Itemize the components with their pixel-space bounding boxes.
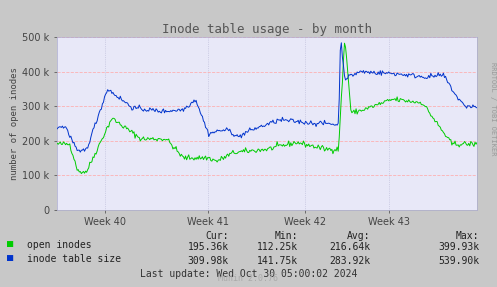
Text: Munin 2.0.76: Munin 2.0.76 — [219, 274, 278, 283]
Text: Avg:: Avg: — [347, 231, 370, 241]
Text: 195.36k: 195.36k — [187, 242, 229, 252]
Text: open inodes: open inodes — [27, 240, 92, 250]
Y-axis label: number of open inodes: number of open inodes — [10, 67, 19, 180]
Text: Min:: Min: — [275, 231, 298, 241]
Text: 112.25k: 112.25k — [257, 242, 298, 252]
Text: Last update: Wed Oct 30 05:00:02 2024: Last update: Wed Oct 30 05:00:02 2024 — [140, 269, 357, 279]
Text: 216.64k: 216.64k — [329, 242, 370, 252]
Text: ■: ■ — [7, 253, 14, 263]
Text: RRDTOOL / TOBI OETIKER: RRDTOOL / TOBI OETIKER — [490, 62, 496, 156]
Text: 309.98k: 309.98k — [187, 256, 229, 266]
Text: ■: ■ — [7, 239, 14, 249]
Text: Cur:: Cur: — [205, 231, 229, 241]
Text: Max:: Max: — [456, 231, 480, 241]
Text: 399.93k: 399.93k — [438, 242, 480, 252]
Text: 141.75k: 141.75k — [257, 256, 298, 266]
Text: 283.92k: 283.92k — [329, 256, 370, 266]
Text: 539.90k: 539.90k — [438, 256, 480, 266]
Title: Inode table usage - by month: Inode table usage - by month — [162, 23, 372, 36]
Text: inode table size: inode table size — [27, 254, 121, 264]
